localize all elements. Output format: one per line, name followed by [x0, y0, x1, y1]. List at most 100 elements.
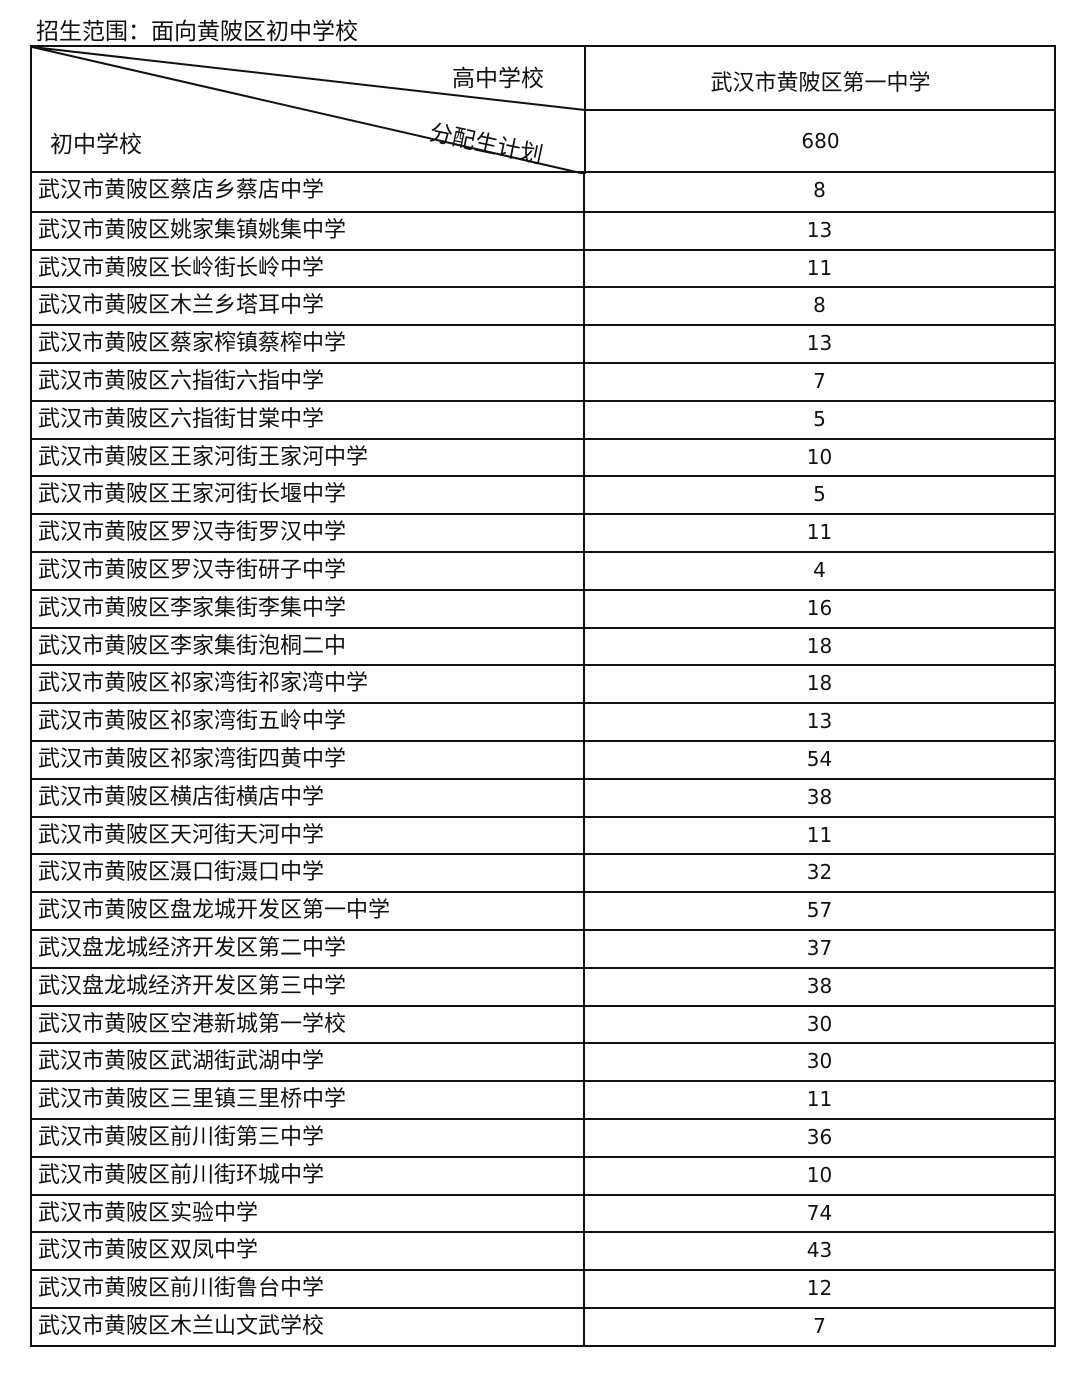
school-name: 武汉市黄陂区实验中学 [32, 1195, 585, 1232]
table-row: 武汉市黄陂区姚家集镇姚集中学 13 [32, 210, 1054, 249]
quota-value: 13 [806, 217, 833, 242]
table-row: 武汉市黄陂区实验中学 74 [32, 1193, 1054, 1232]
school-name: 武汉市黄陂区横店街横店中学 [32, 779, 585, 816]
quota-value: 57 [806, 898, 833, 923]
table-row: 武汉市黄陂区王家河街长堰中学 5 [32, 475, 1054, 514]
table-row: 武汉市黄陂区空港新城第一学校 30 [32, 1004, 1054, 1043]
quota-value: 43 [806, 1238, 833, 1263]
table-row: 武汉市黄陂区长岭街长岭中学 11 [32, 248, 1054, 287]
table-body: 武汉市黄陂区蔡店乡蔡店中学 8 武汉市黄陂区姚家集镇姚集中学 13 武汉市黄陂区长岭街长… [30, 171, 1056, 1347]
school-name: 武汉市黄陂区罗汉寺街研子中学 [32, 552, 585, 589]
school-name: 武汉市黄陂区李家集街泡桐二中 [32, 628, 585, 665]
table-row: 武汉市黄陂区祁家湾街四黄中学 54 [32, 739, 1054, 778]
table-row: 武汉市黄陂区蔡家榨镇蔡榨中学 13 [32, 324, 1054, 362]
quota-value: 12 [806, 1276, 833, 1301]
quota-value: 18 [806, 671, 833, 696]
school-name: 武汉市黄陂区蔡家榨镇蔡榨中学 [32, 326, 585, 362]
table-header: 高中学校 分配生计划 初中学校 武汉市黄陂区第一中学 680 [30, 45, 1056, 174]
quota-value: 30 [806, 1011, 833, 1036]
quota-value: 32 [806, 860, 833, 885]
total-plan: 680 [801, 129, 840, 153]
school-name: 武汉市黄陂区六指街甘棠中学 [32, 401, 585, 438]
table-row: 武汉市黄陂区双凤中学 43 [32, 1231, 1054, 1270]
table-row: 武汉市黄陂区王家河街王家河中学 10 [32, 437, 1054, 476]
school-name: 武汉市黄陂区双凤中学 [32, 1233, 585, 1270]
quota-value: 5 [813, 482, 826, 507]
table-row: 武汉市黄陂区六指街六指中学 7 [32, 361, 1054, 400]
quota-value: 13 [806, 709, 833, 734]
quota-value: 7 [813, 368, 826, 393]
quota-value: 10 [806, 444, 833, 469]
school-name: 武汉市黄陂区六指街六指中学 [32, 363, 585, 400]
school-name: 武汉市黄陂区蔡店乡蔡店中学 [32, 173, 585, 211]
school-name: 武汉市黄陂区祁家湾街四黄中学 [32, 741, 585, 778]
quota-value: 5 [813, 406, 826, 431]
school-name: 武汉市黄陂区武湖街武湖中学 [32, 1044, 585, 1081]
table-row: 武汉盘龙城经济开发区第二中学 37 [32, 928, 1054, 967]
school-name: 武汉市黄陂区姚家集镇姚集中学 [32, 212, 585, 249]
table-row: 武汉市黄陂区前川街鲁台中学 12 [32, 1269, 1054, 1307]
quota-value: 11 [806, 822, 833, 847]
high-school-label: 高中学校 [452, 66, 544, 92]
table-row: 武汉市黄陂区横店街横店中学 38 [32, 777, 1054, 816]
quota-value: 10 [806, 1162, 833, 1187]
quota-value: 74 [806, 1200, 833, 1225]
table-row: 武汉市黄陂区祁家湾街祁家湾中学 18 [32, 664, 1054, 703]
quota-value: 36 [806, 1124, 833, 1149]
school-name: 武汉市黄陂区祁家湾街五岭中学 [32, 704, 585, 740]
table-row: 武汉市黄陂区罗汉寺街研子中学 4 [32, 550, 1054, 589]
caption: 招生范围：面向黄陂区初中学校 [36, 19, 358, 45]
table-row: 武汉市黄陂区祁家湾街五岭中学 13 [32, 702, 1054, 740]
quota-value: 11 [806, 1087, 833, 1112]
quota-value: 4 [813, 557, 826, 582]
school-name: 武汉市黄陂区祁家湾街祁家湾中学 [32, 666, 585, 703]
quota-value: 13 [806, 331, 833, 356]
quota-value: 11 [806, 520, 833, 545]
quota-value: 8 [813, 178, 826, 202]
school-name: 武汉市黄陂区盘龙城开发区第一中学 [32, 893, 585, 929]
school-name: 武汉市黄陂区滠口街滠口中学 [32, 855, 585, 892]
table-row: 武汉市黄陂区木兰山文武学校 7 [32, 1306, 1054, 1345]
quota-value: 18 [806, 633, 833, 658]
diagonal-header-lines [32, 47, 1056, 174]
quota-value: 37 [806, 935, 833, 960]
quota-value: 8 [813, 293, 826, 318]
school-name: 武汉盘龙城经济开发区第三中学 [32, 968, 585, 1005]
school-name: 武汉市黄陂区前川街鲁台中学 [32, 1271, 585, 1307]
table-row: 武汉市黄陂区滠口街滠口中学 32 [32, 853, 1054, 892]
school-name: 武汉市黄陂区三里镇三里桥中学 [32, 1082, 585, 1118]
school-name: 武汉市黄陂区李家集街李集中学 [32, 590, 585, 627]
quota-value: 54 [806, 746, 833, 771]
table-row: 武汉市黄陂区罗汉寺街罗汉中学 11 [32, 513, 1054, 551]
table-row: 武汉市黄陂区蔡店乡蔡店中学 8 [32, 173, 1054, 211]
table-row: 武汉市黄陂区木兰乡塔耳中学 8 [32, 286, 1054, 325]
school-name: 武汉市黄陂区王家河街长堰中学 [32, 477, 585, 514]
table-row: 武汉市黄陂区前川街第三中学 36 [32, 1117, 1054, 1156]
school-name: 武汉市黄陂区前川街第三中学 [32, 1119, 585, 1156]
quota-value: 7 [813, 1313, 826, 1338]
quota-value: 11 [806, 255, 833, 280]
table-row: 武汉市黄陂区盘龙城开发区第一中学 57 [32, 891, 1054, 929]
table-row: 武汉市黄陂区李家集街泡桐二中 18 [32, 626, 1054, 665]
table-row: 武汉市黄陂区六指街甘棠中学 5 [32, 399, 1054, 438]
table-row: 武汉盘龙城经济开发区第三中学 38 [32, 966, 1054, 1005]
school-name: 武汉市黄陂区木兰山文武学校 [32, 1308, 585, 1345]
quota-value: 38 [806, 973, 833, 998]
table-row: 武汉市黄陂区李家集街李集中学 16 [32, 588, 1054, 627]
table-row: 武汉市黄陂区天河街天河中学 11 [32, 815, 1054, 854]
school-name: 武汉市黄陂区罗汉寺街罗汉中学 [32, 515, 585, 551]
school-name: 武汉市黄陂区前川街环城中学 [32, 1157, 585, 1194]
table-row: 武汉市黄陂区前川街环城中学 10 [32, 1155, 1054, 1194]
school-name: 武汉盘龙城经济开发区第二中学 [32, 930, 585, 967]
school-name: 武汉市黄陂区长岭街长岭中学 [32, 250, 585, 287]
quota-value: 38 [806, 784, 833, 809]
school-name: 武汉市黄陂区王家河街王家河中学 [32, 439, 585, 476]
school-name: 武汉市黄陂区木兰乡塔耳中学 [32, 288, 585, 325]
table-row: 武汉市黄陂区武湖街武湖中学 30 [32, 1042, 1054, 1081]
high-school-name: 武汉市黄陂区第一中学 [710, 71, 931, 96]
quota-value: 30 [806, 1049, 833, 1074]
table-row: 武汉市黄陂区三里镇三里桥中学 11 [32, 1080, 1054, 1118]
quota-value: 16 [806, 595, 833, 620]
school-name: 武汉市黄陂区空港新城第一学校 [32, 1006, 585, 1043]
school-name: 武汉市黄陂区天河街天河中学 [32, 817, 585, 854]
